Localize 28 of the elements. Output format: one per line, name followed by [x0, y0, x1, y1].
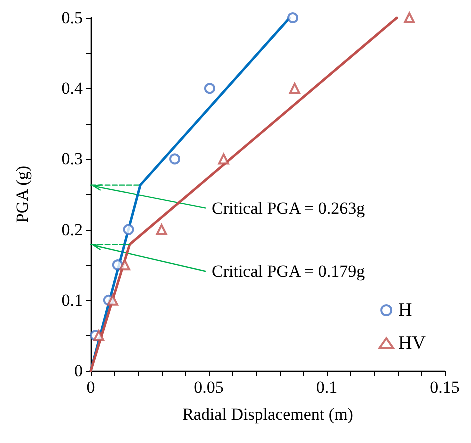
- point: [218, 154, 230, 165]
- y-tick-label: 0.1: [62, 290, 83, 310]
- point: [170, 154, 181, 165]
- point: [289, 83, 300, 94]
- point: [288, 12, 299, 24]
- point: [94, 330, 105, 342]
- point: [107, 294, 118, 306]
- annotation: Critical PGA = 0.263g: [212, 198, 366, 218]
- x-axis-title: Radial Displacement (m): [182, 405, 354, 424]
- y-tick-label: 0: [74, 362, 83, 380]
- annotation: Critical PGA = 0.179g: [212, 262, 366, 282]
- x-tick-label: 0.05: [194, 378, 224, 397]
- point: [119, 260, 130, 271]
- y-tick-label: 0.5: [62, 8, 83, 28]
- point: [204, 83, 216, 94]
- legend-label: H: [398, 300, 413, 321]
- x-tick-label: 0: [86, 378, 96, 397]
- y-tick-label: 0.3: [62, 150, 83, 169]
- point: [123, 224, 134, 236]
- x-tick-label: 0.1: [316, 378, 338, 397]
- x-tick-label: 0.15: [430, 378, 460, 397]
- y-axis-title: PGA (g): [13, 166, 32, 224]
- legend-label: HV: [398, 333, 426, 354]
- point: [404, 12, 416, 24]
- y-tick-label: 0.4: [62, 79, 84, 98]
- y-tick-label: 0.2: [62, 220, 83, 240]
- point: [112, 260, 124, 271]
- point: [156, 224, 168, 236]
